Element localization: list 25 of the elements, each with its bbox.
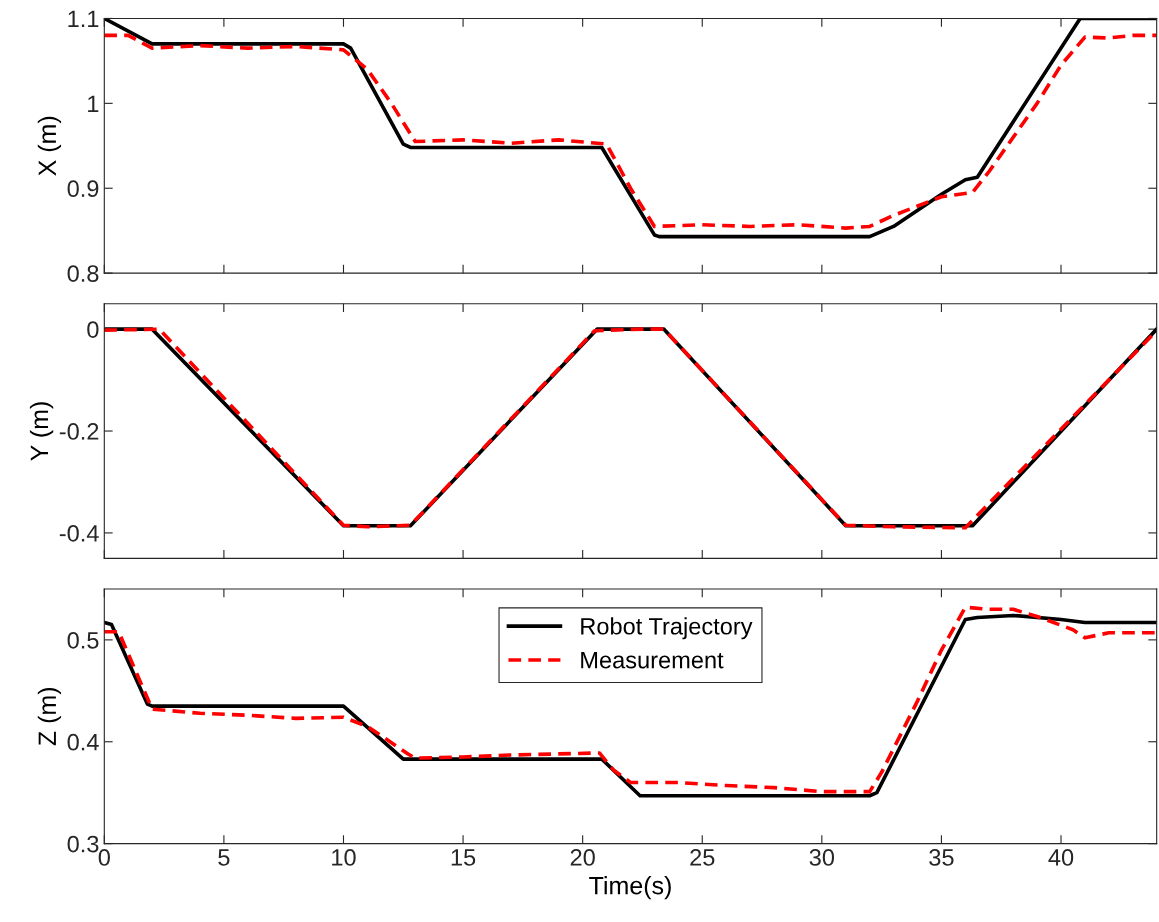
x-tick-label: 30	[809, 849, 835, 866]
x-tick-label: 25	[690, 849, 715, 866]
x-tick-label: 0	[98, 849, 110, 866]
legend-label: Measurement	[581, 651, 724, 669]
x-tick-label: 35	[929, 849, 954, 866]
x-tick-label: 40	[1048, 849, 1074, 866]
y-tick-label: 0.4	[67, 733, 99, 751]
x-tick-label: 10	[332, 849, 356, 866]
y-tick-label: 0.9	[67, 180, 99, 198]
y-axis-title: X (m)	[37, 116, 62, 176]
legend-label: Robot Trajectory	[581, 617, 753, 640]
y-tick-label: 1	[88, 95, 99, 112]
x-tick-label: 5	[218, 849, 230, 866]
y-tick-label: -0.4	[59, 524, 99, 542]
y-axis-title: Z (m)	[37, 687, 62, 746]
y-tick-label: 0.3	[67, 835, 99, 853]
y-tick-label: 0.5	[67, 631, 99, 649]
y-tick-label: 1.1	[68, 10, 99, 27]
x-tick-label: 20	[570, 849, 595, 866]
x-axis-title: Time(s)	[589, 876, 671, 900]
y-tick-label: 0	[87, 321, 99, 338]
y-tick-label: -0.2	[59, 423, 99, 440]
y-axis-title: Y (m)	[29, 402, 54, 461]
y-tick-label: 0.8	[67, 265, 99, 282]
x-tick-label: 15	[451, 849, 476, 866]
